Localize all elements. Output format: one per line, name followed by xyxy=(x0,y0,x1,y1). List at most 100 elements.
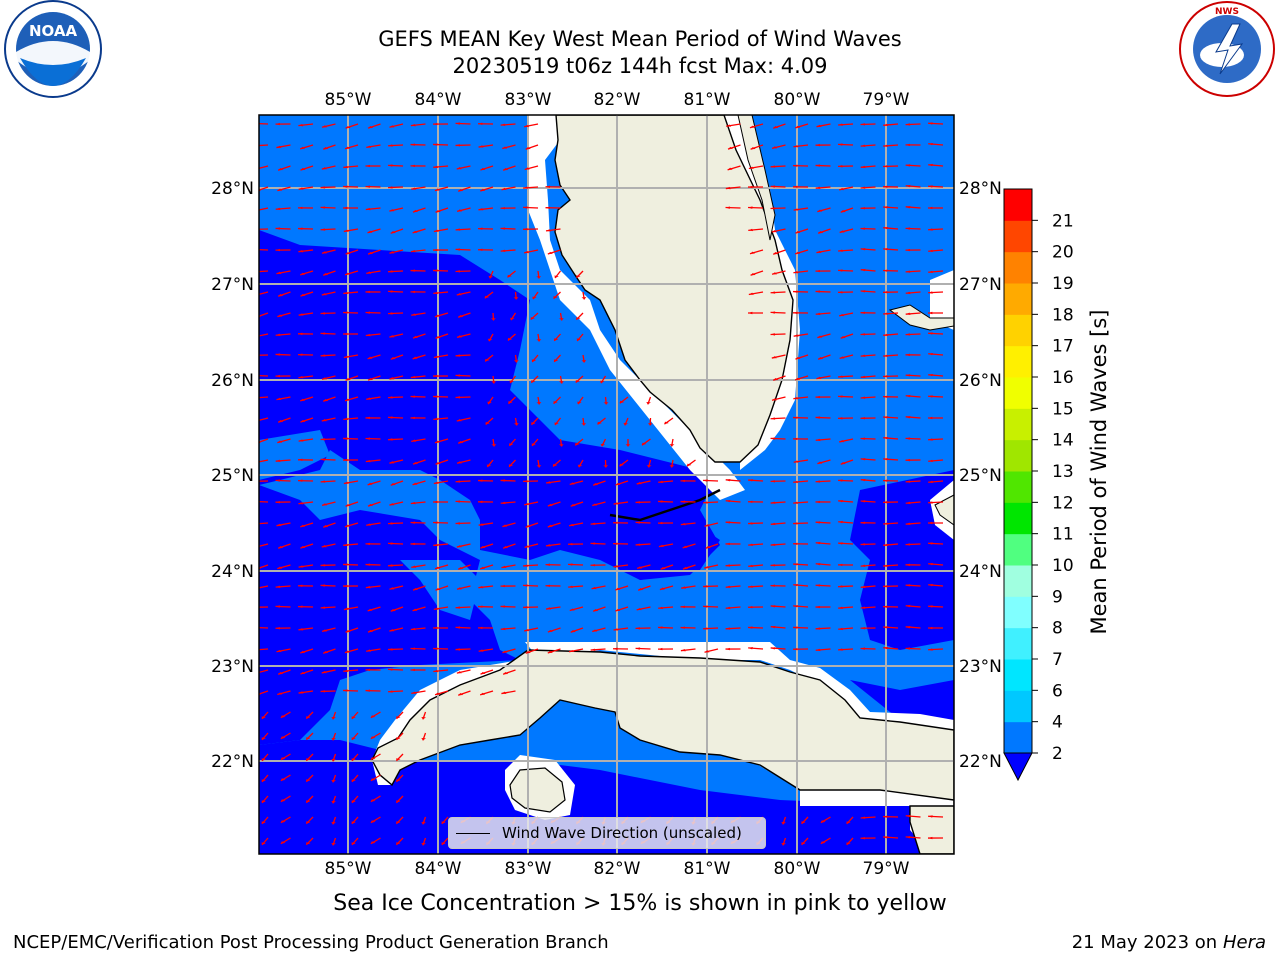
wave-arrow-head xyxy=(546,481,551,484)
wave-arrow-head xyxy=(883,165,888,168)
wave-arrow-head xyxy=(261,821,266,824)
wave-arrow-head xyxy=(815,290,821,293)
wave-arrow-head xyxy=(545,544,551,547)
wave-arrow-head xyxy=(433,395,438,398)
wave-arrow-head xyxy=(343,206,348,210)
wave-arrow-head xyxy=(411,187,417,190)
wave-arrow-head xyxy=(322,629,328,632)
wave-arrow-head xyxy=(323,147,329,150)
wave-arrow-head xyxy=(703,501,708,504)
wave-arrow-head xyxy=(773,378,779,381)
lon-tick-bottom: 85°W xyxy=(325,859,372,879)
colorbar-tick-label: 6 xyxy=(1052,681,1063,701)
wave-arrow-head xyxy=(455,248,461,251)
wave-arrow-head xyxy=(365,416,370,420)
wave-arrow-head xyxy=(815,541,821,545)
wave-arrow-head xyxy=(298,332,303,336)
wave-arrow-head xyxy=(502,650,508,653)
wave-arrow-head xyxy=(748,605,753,609)
wave-arrow-head xyxy=(411,565,417,568)
wave-arrow-head xyxy=(818,357,824,360)
colorbar-tick-label: 8 xyxy=(1052,619,1063,639)
wave-arrow-head xyxy=(860,333,866,336)
wave-arrow-head xyxy=(433,626,438,630)
wave-arrow-head xyxy=(883,585,888,588)
wave-arrow-head xyxy=(455,480,461,483)
wave-arrow-head xyxy=(680,649,686,652)
wave-arrow-head xyxy=(928,270,933,274)
wave-arrow-head xyxy=(553,359,559,362)
wave-arrow-head xyxy=(725,186,731,190)
wave-arrow-head xyxy=(603,402,609,405)
wave-arrow-head xyxy=(546,607,551,610)
wave-arrow-head xyxy=(545,229,551,232)
wave-arrow-head xyxy=(839,187,845,191)
legend-line-icon xyxy=(456,832,490,834)
wave-arrow-head xyxy=(531,422,536,425)
wave-arrow-head xyxy=(883,543,888,547)
wave-arrow-head xyxy=(840,462,846,465)
wave-arrow-head xyxy=(433,143,438,146)
wave-arrow-head xyxy=(554,275,559,278)
wave-arrow-head xyxy=(615,608,621,612)
lat-tick-right: 27°N xyxy=(959,275,1002,295)
wave-arrow-head xyxy=(793,626,798,629)
wave-arrow-head xyxy=(838,585,843,588)
wave-arrow-head xyxy=(280,799,286,802)
wave-arrow-head xyxy=(905,563,910,567)
wave-arrow-head xyxy=(525,147,531,150)
wave-arrow-head xyxy=(351,779,356,782)
wave-arrow-head xyxy=(570,630,576,633)
gridlines xyxy=(259,115,954,854)
wave-arrow-head xyxy=(817,461,823,464)
wave-arrow-head xyxy=(491,444,497,447)
wave-arrow-head xyxy=(748,564,753,568)
wave-arrow-head xyxy=(600,443,606,447)
wave-arrow-head xyxy=(261,779,266,782)
wave-arrow-head xyxy=(478,122,483,126)
wave-arrow-head xyxy=(434,314,440,317)
wave-arrow-head xyxy=(367,629,373,633)
wave-arrow-head xyxy=(575,380,580,383)
wave-arrow-head xyxy=(536,339,542,342)
wave-arrow-head xyxy=(502,146,508,149)
wave-arrow-head xyxy=(507,337,513,341)
wave-arrow-head xyxy=(840,336,846,339)
wave-arrow-head xyxy=(277,188,283,191)
wave-arrow-head xyxy=(838,627,843,631)
wave-arrow-head xyxy=(793,480,798,484)
wave-arrow-head xyxy=(320,228,326,231)
wave-arrow-head xyxy=(795,125,801,128)
wave-arrow-head xyxy=(509,380,514,384)
wave-arrow-head xyxy=(860,458,866,461)
wave-arrow-head xyxy=(883,564,888,567)
wave-arrow xyxy=(259,374,269,377)
wave-arrow-head xyxy=(321,125,327,128)
wave-arrow-head xyxy=(793,583,798,587)
wave-arrow-head xyxy=(351,716,356,719)
wave-arrow-head xyxy=(860,290,866,293)
wave-arrow-head xyxy=(860,248,866,251)
wave-arrow-head xyxy=(253,500,258,502)
wave-arrow-head xyxy=(793,290,798,293)
wave-arrow-head xyxy=(306,716,311,719)
wave-arrow-head xyxy=(276,145,282,148)
wave-arrow-head xyxy=(275,207,281,211)
wave-arrow-head xyxy=(860,521,865,524)
wave-arrow-head xyxy=(370,715,376,718)
wave-arrow xyxy=(259,438,269,443)
colorbar-segment xyxy=(1004,408,1032,441)
wave-arrow-head xyxy=(396,779,401,782)
wave-arrow-head xyxy=(456,587,462,590)
wave-arrow-head xyxy=(525,651,531,654)
wave-arrow-head xyxy=(905,584,911,587)
wave-arrow-head xyxy=(389,629,395,632)
wave-arrow-head xyxy=(280,757,286,760)
wave-arrow-head xyxy=(253,248,258,250)
wave-arrow-head xyxy=(343,458,348,462)
wave-arrow-head xyxy=(793,185,798,189)
wave-arrow-head xyxy=(748,228,754,232)
wave-arrow-head xyxy=(860,585,866,589)
wave-arrow-head xyxy=(770,185,776,188)
wave-arrow-head xyxy=(500,206,505,210)
